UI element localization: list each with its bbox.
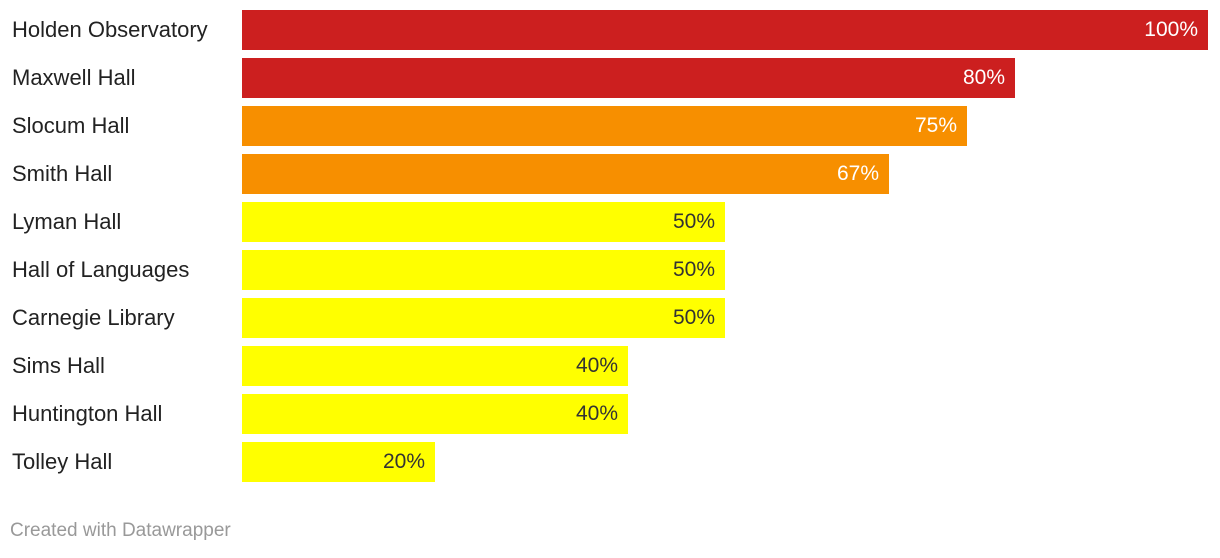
bar: 50% bbox=[242, 202, 725, 242]
bar-value-label: 40% bbox=[575, 354, 618, 377]
bar-chart: Holden Observatory 100% Maxwell Hall 80% Slo… bbox=[12, 10, 1208, 482]
bar-value-label: 100% bbox=[1144, 18, 1198, 41]
bar: 40% bbox=[242, 346, 628, 386]
bar-value-label: 40% bbox=[575, 402, 618, 425]
bar: 50% bbox=[242, 250, 725, 290]
bar: 20% bbox=[242, 442, 435, 482]
bar: 75% bbox=[242, 106, 967, 146]
bar-value-label: 50% bbox=[672, 210, 715, 233]
bar-value-label: 67% bbox=[836, 162, 879, 185]
bar: 80% bbox=[242, 58, 1015, 98]
bar: 50% bbox=[242, 298, 725, 338]
category-label: Slocum Hall bbox=[12, 113, 130, 138]
bar: 40% bbox=[242, 394, 628, 434]
bar-value-label: 50% bbox=[672, 258, 715, 281]
category-label: Sims Hall bbox=[12, 353, 105, 378]
bar-value-label: 75% bbox=[914, 114, 957, 137]
category-label: Hall of Languages bbox=[12, 257, 190, 282]
category-label: Maxwell Hall bbox=[12, 65, 136, 90]
category-label: Huntington Hall bbox=[12, 401, 163, 426]
category-label: Carnegie Library bbox=[12, 305, 175, 330]
category-label: Smith Hall bbox=[12, 161, 113, 186]
bar-value-label: 80% bbox=[962, 66, 1005, 89]
bar: 67% bbox=[242, 154, 889, 194]
category-label: Lyman Hall bbox=[12, 209, 122, 234]
category-label: Tolley Hall bbox=[12, 449, 113, 474]
credit-text: Created with Datawrapper bbox=[10, 520, 231, 541]
bar-value-label: 50% bbox=[672, 306, 715, 329]
category-label: Holden Observatory bbox=[12, 17, 208, 42]
bar: 100% bbox=[242, 10, 1208, 50]
bar-value-label: 20% bbox=[382, 450, 425, 473]
